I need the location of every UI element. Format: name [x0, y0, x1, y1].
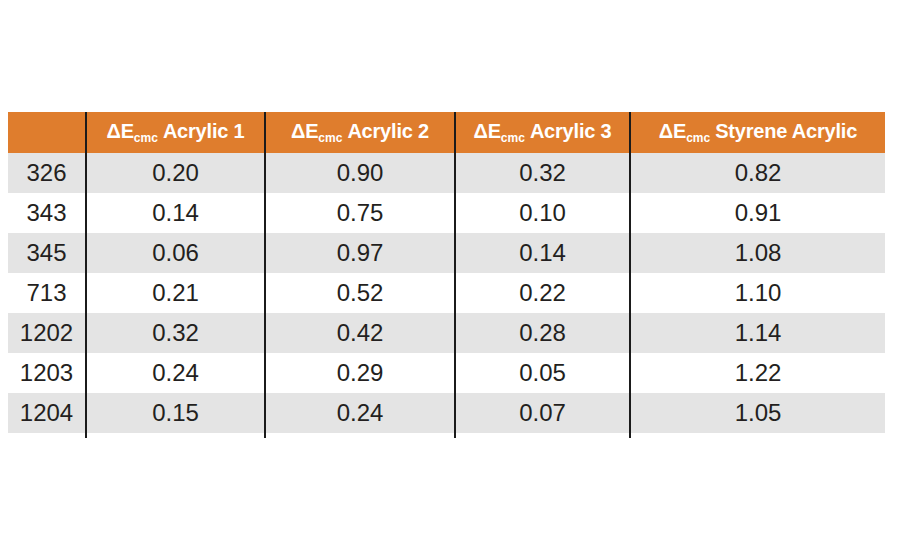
- value-cell: 0.15: [86, 393, 265, 433]
- table-row: 1203 0.24 0.29 0.05 1.22: [8, 353, 885, 393]
- value-cell: 0.14: [455, 233, 630, 273]
- column-label: Acrylic 3: [530, 120, 612, 142]
- page: ΔEcmcAcrylic 1 ΔEcmcAcrylic 2 ΔEcmcAcryl…: [0, 0, 900, 550]
- row-id-cell: 343: [8, 193, 86, 233]
- column-divider-extension: [629, 433, 631, 438]
- header-corner-cell: [8, 112, 86, 153]
- row-id-cell: 1204: [8, 393, 86, 433]
- header-row: ΔEcmcAcrylic 1 ΔEcmcAcrylic 2 ΔEcmcAcryl…: [8, 112, 885, 153]
- value-cell: 0.14: [86, 193, 265, 233]
- row-id-cell: 1203: [8, 353, 86, 393]
- delta-e-comparison-table: ΔEcmcAcrylic 1 ΔEcmcAcrylic 2 ΔEcmcAcryl…: [8, 112, 885, 433]
- row-id-cell: 326: [8, 153, 86, 193]
- value-cell: 0.21: [86, 273, 265, 313]
- table-row: 345 0.06 0.97 0.14 1.08: [8, 233, 885, 273]
- value-cell: 1.14: [630, 313, 885, 353]
- value-cell: 0.29: [265, 353, 455, 393]
- column-label: Acrylic 2: [347, 120, 429, 142]
- value-cell: 0.91: [630, 193, 885, 233]
- value-cell: 0.32: [86, 313, 265, 353]
- row-id-cell: 1202: [8, 313, 86, 353]
- table-row: 1204 0.15 0.24 0.07 1.05: [8, 393, 885, 433]
- value-cell: 0.06: [86, 233, 265, 273]
- delta-e-label: ΔE: [291, 120, 318, 142]
- table-row: 713 0.21 0.52 0.22 1.10: [8, 273, 885, 313]
- value-cell: 1.22: [630, 353, 885, 393]
- value-cell: 0.05: [455, 353, 630, 393]
- column-divider-extension: [264, 433, 266, 438]
- value-cell: 0.24: [86, 353, 265, 393]
- value-cell: 0.07: [455, 393, 630, 433]
- column-label: Styrene Acrylic: [715, 120, 857, 142]
- value-cell: 0.82: [630, 153, 885, 193]
- column-divider-extension: [454, 433, 456, 438]
- cmc-subscript: cmc: [318, 131, 342, 145]
- header-cell-acrylic-2: ΔEcmc Acrylic 2: [265, 112, 455, 153]
- table-row: 1202 0.32 0.42 0.28 1.14: [8, 313, 885, 353]
- column-divider-extension: [85, 433, 87, 438]
- value-cell: 0.97: [265, 233, 455, 273]
- row-id-cell: 345: [8, 233, 86, 273]
- value-cell: 0.22: [455, 273, 630, 313]
- value-cell: 0.75: [265, 193, 455, 233]
- value-cell: 1.08: [630, 233, 885, 273]
- cmc-subscript: cmc: [134, 131, 158, 145]
- table-row: 343 0.14 0.75 0.10 0.91: [8, 193, 885, 233]
- value-cell: 1.05: [630, 393, 885, 433]
- value-cell: 1.10: [630, 273, 885, 313]
- table-row: 326 0.20 0.90 0.32 0.82: [8, 153, 885, 193]
- value-cell: 0.10: [455, 193, 630, 233]
- row-id-cell: 713: [8, 273, 86, 313]
- header-cell-acrylic-1: ΔEcmc Acrylic 1: [86, 112, 265, 153]
- header-cell-styrene-acrylic: ΔEcmc Styrene Acrylic: [630, 112, 885, 153]
- delta-e-label: ΔE: [474, 120, 501, 142]
- value-cell: 0.32: [455, 153, 630, 193]
- value-cell: 0.52: [265, 273, 455, 313]
- value-cell: 0.20: [86, 153, 265, 193]
- delta-e-label: ΔE: [107, 120, 134, 142]
- cmc-subscript: cmc: [501, 131, 525, 145]
- value-cell: 0.24: [265, 393, 455, 433]
- cmc-subscript: cmc: [686, 131, 710, 145]
- header-cell-acrylic-3: ΔEcmc Acrylic 3: [455, 112, 630, 153]
- column-label: Acrylic 1: [163, 120, 245, 142]
- value-cell: 0.28: [455, 313, 630, 353]
- value-cell: 0.42: [265, 313, 455, 353]
- delta-e-label: ΔE: [659, 120, 686, 142]
- value-cell: 0.90: [265, 153, 455, 193]
